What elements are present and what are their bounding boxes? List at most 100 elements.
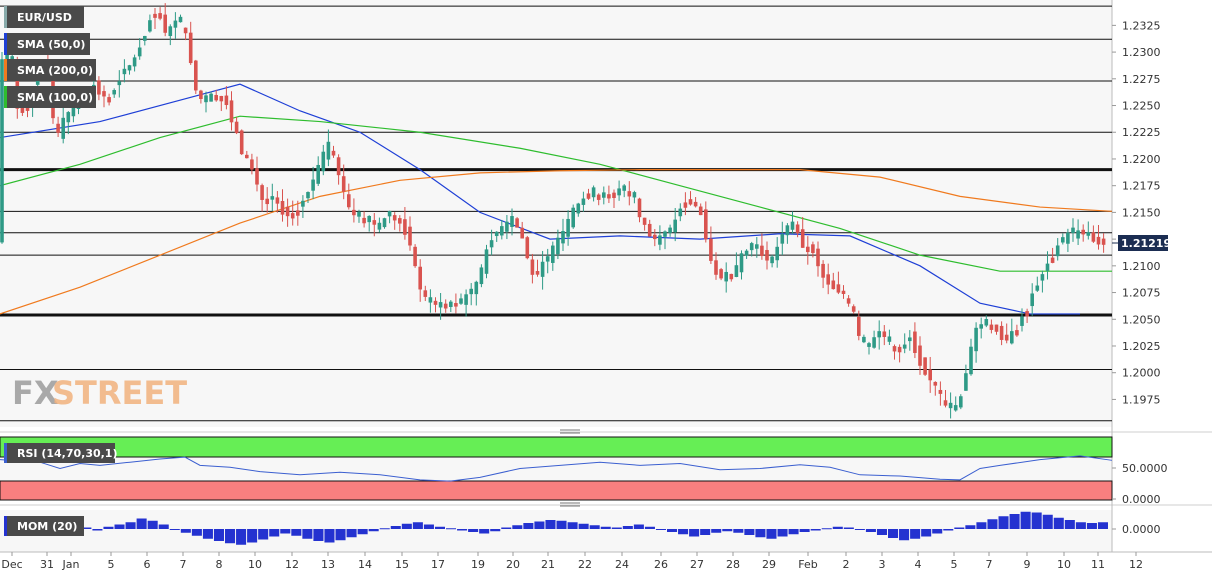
candle-82 bbox=[418, 259, 422, 302]
sma100-label[interactable]: SMA (100,0) bbox=[4, 86, 96, 108]
rsi-overbought-zone bbox=[0, 437, 1112, 457]
candle-194 bbox=[989, 319, 994, 334]
mom-bar-19 bbox=[213, 529, 224, 541]
mom-bar-20 bbox=[225, 529, 236, 544]
x-tick-label-11: 15 bbox=[395, 558, 409, 571]
mom-bar-23 bbox=[258, 529, 269, 540]
mom-label[interactable]: MOM (20) bbox=[4, 516, 84, 536]
x-tick-label-23: 2 bbox=[843, 558, 850, 571]
mom-bar-45 bbox=[501, 527, 512, 529]
candle-121 bbox=[617, 180, 621, 201]
mom-bar-98 bbox=[1086, 523, 1097, 529]
candle-body bbox=[969, 346, 973, 375]
rsi-oversold-zone bbox=[0, 481, 1112, 500]
candle-150 bbox=[765, 241, 769, 270]
mom-bar-74 bbox=[821, 528, 832, 530]
candle-132 bbox=[673, 207, 677, 242]
candle-body bbox=[749, 243, 754, 251]
candle-99 bbox=[505, 214, 509, 240]
candle-62 bbox=[316, 156, 320, 186]
symbol-label[interactable]: EUR/USD bbox=[4, 6, 84, 28]
candle-body bbox=[872, 337, 876, 348]
candle-body bbox=[515, 218, 519, 228]
candle-body bbox=[454, 303, 458, 307]
candle-body bbox=[627, 191, 632, 197]
resize-handle-2[interactable] bbox=[560, 502, 580, 507]
mom-bar-25 bbox=[280, 529, 291, 534]
mom-panel-bg bbox=[0, 510, 1112, 552]
candle-167 bbox=[851, 304, 856, 314]
price-tick-label-4: 1.2075 bbox=[1122, 287, 1161, 300]
mom-tick-label-0: 0.0000 bbox=[1122, 523, 1161, 536]
candle-138 bbox=[704, 201, 708, 243]
candle-body bbox=[663, 231, 667, 237]
candle-body bbox=[484, 249, 489, 274]
candle-84 bbox=[428, 289, 433, 313]
candle-body bbox=[637, 198, 642, 218]
candle-197 bbox=[1004, 323, 1009, 344]
candle-126 bbox=[642, 217, 647, 231]
mom-bar-79 bbox=[876, 529, 887, 535]
candle-body bbox=[806, 246, 810, 253]
candle-32 bbox=[163, 3, 167, 37]
mom-bar-10 bbox=[114, 524, 125, 529]
mom-bar-76 bbox=[843, 527, 854, 529]
candle-body bbox=[1061, 237, 1065, 243]
sma200-label[interactable]: SMA (200,0) bbox=[4, 59, 96, 81]
candle-body bbox=[229, 100, 234, 123]
candle-body bbox=[1010, 331, 1014, 344]
candle-57 bbox=[290, 200, 295, 226]
price-tick-label-0: 1.1975 bbox=[1122, 393, 1161, 406]
candle-64 bbox=[326, 129, 331, 167]
candle-161 bbox=[821, 260, 825, 289]
mom-bar-90 bbox=[998, 516, 1009, 529]
candle-body bbox=[953, 405, 958, 411]
candle-body bbox=[137, 47, 142, 57]
x-tick-label-24: 3 bbox=[879, 558, 886, 571]
mom-bar-53 bbox=[589, 525, 600, 529]
candle-body bbox=[540, 261, 545, 277]
sma50-label[interactable]: SMA (50,0) bbox=[4, 33, 90, 55]
candle-25 bbox=[127, 64, 132, 75]
candle-80 bbox=[408, 216, 412, 251]
candle-83 bbox=[423, 285, 428, 302]
candle-201 bbox=[1025, 308, 1029, 323]
candle-body bbox=[372, 220, 377, 225]
candle-74 bbox=[377, 217, 382, 233]
candle-94 bbox=[479, 264, 484, 288]
mom-bar-97 bbox=[1075, 522, 1086, 529]
candle-125 bbox=[637, 197, 642, 223]
candle-body bbox=[913, 331, 917, 353]
candle-156 bbox=[795, 221, 800, 238]
x-tick-label-22: Feb bbox=[798, 558, 817, 571]
resize-handle-1[interactable] bbox=[560, 429, 580, 434]
mom-bar-63 bbox=[700, 529, 711, 535]
candle-183 bbox=[933, 381, 938, 396]
candle-175 bbox=[892, 344, 897, 360]
candle-body bbox=[418, 266, 422, 290]
svg-text:MOM (20): MOM (20) bbox=[17, 520, 77, 533]
candle-188 bbox=[959, 394, 963, 410]
candle-body bbox=[15, 60, 20, 109]
mom-bar-78 bbox=[865, 529, 876, 532]
candle-body bbox=[933, 381, 938, 386]
candle-91 bbox=[464, 289, 468, 317]
candle-105 bbox=[535, 259, 540, 277]
mom-bar-77 bbox=[854, 529, 865, 530]
candle-149 bbox=[760, 233, 764, 260]
candle-144 bbox=[734, 252, 739, 278]
candle-90 bbox=[459, 293, 463, 305]
mom-bar-39 bbox=[434, 526, 445, 529]
candle-162 bbox=[826, 263, 830, 295]
candle-120 bbox=[612, 189, 616, 209]
candle-body bbox=[882, 331, 887, 337]
rsi-label[interactable]: RSI (14,70,30,1) bbox=[4, 443, 117, 463]
candle-body bbox=[1076, 230, 1080, 239]
mom-bar-12 bbox=[136, 518, 147, 529]
candle-body bbox=[785, 225, 790, 236]
candle-body bbox=[591, 187, 596, 198]
candle-body bbox=[683, 202, 688, 208]
mom-bar-68 bbox=[755, 529, 766, 538]
price-tick-label-5: 1.2100 bbox=[1122, 260, 1161, 273]
